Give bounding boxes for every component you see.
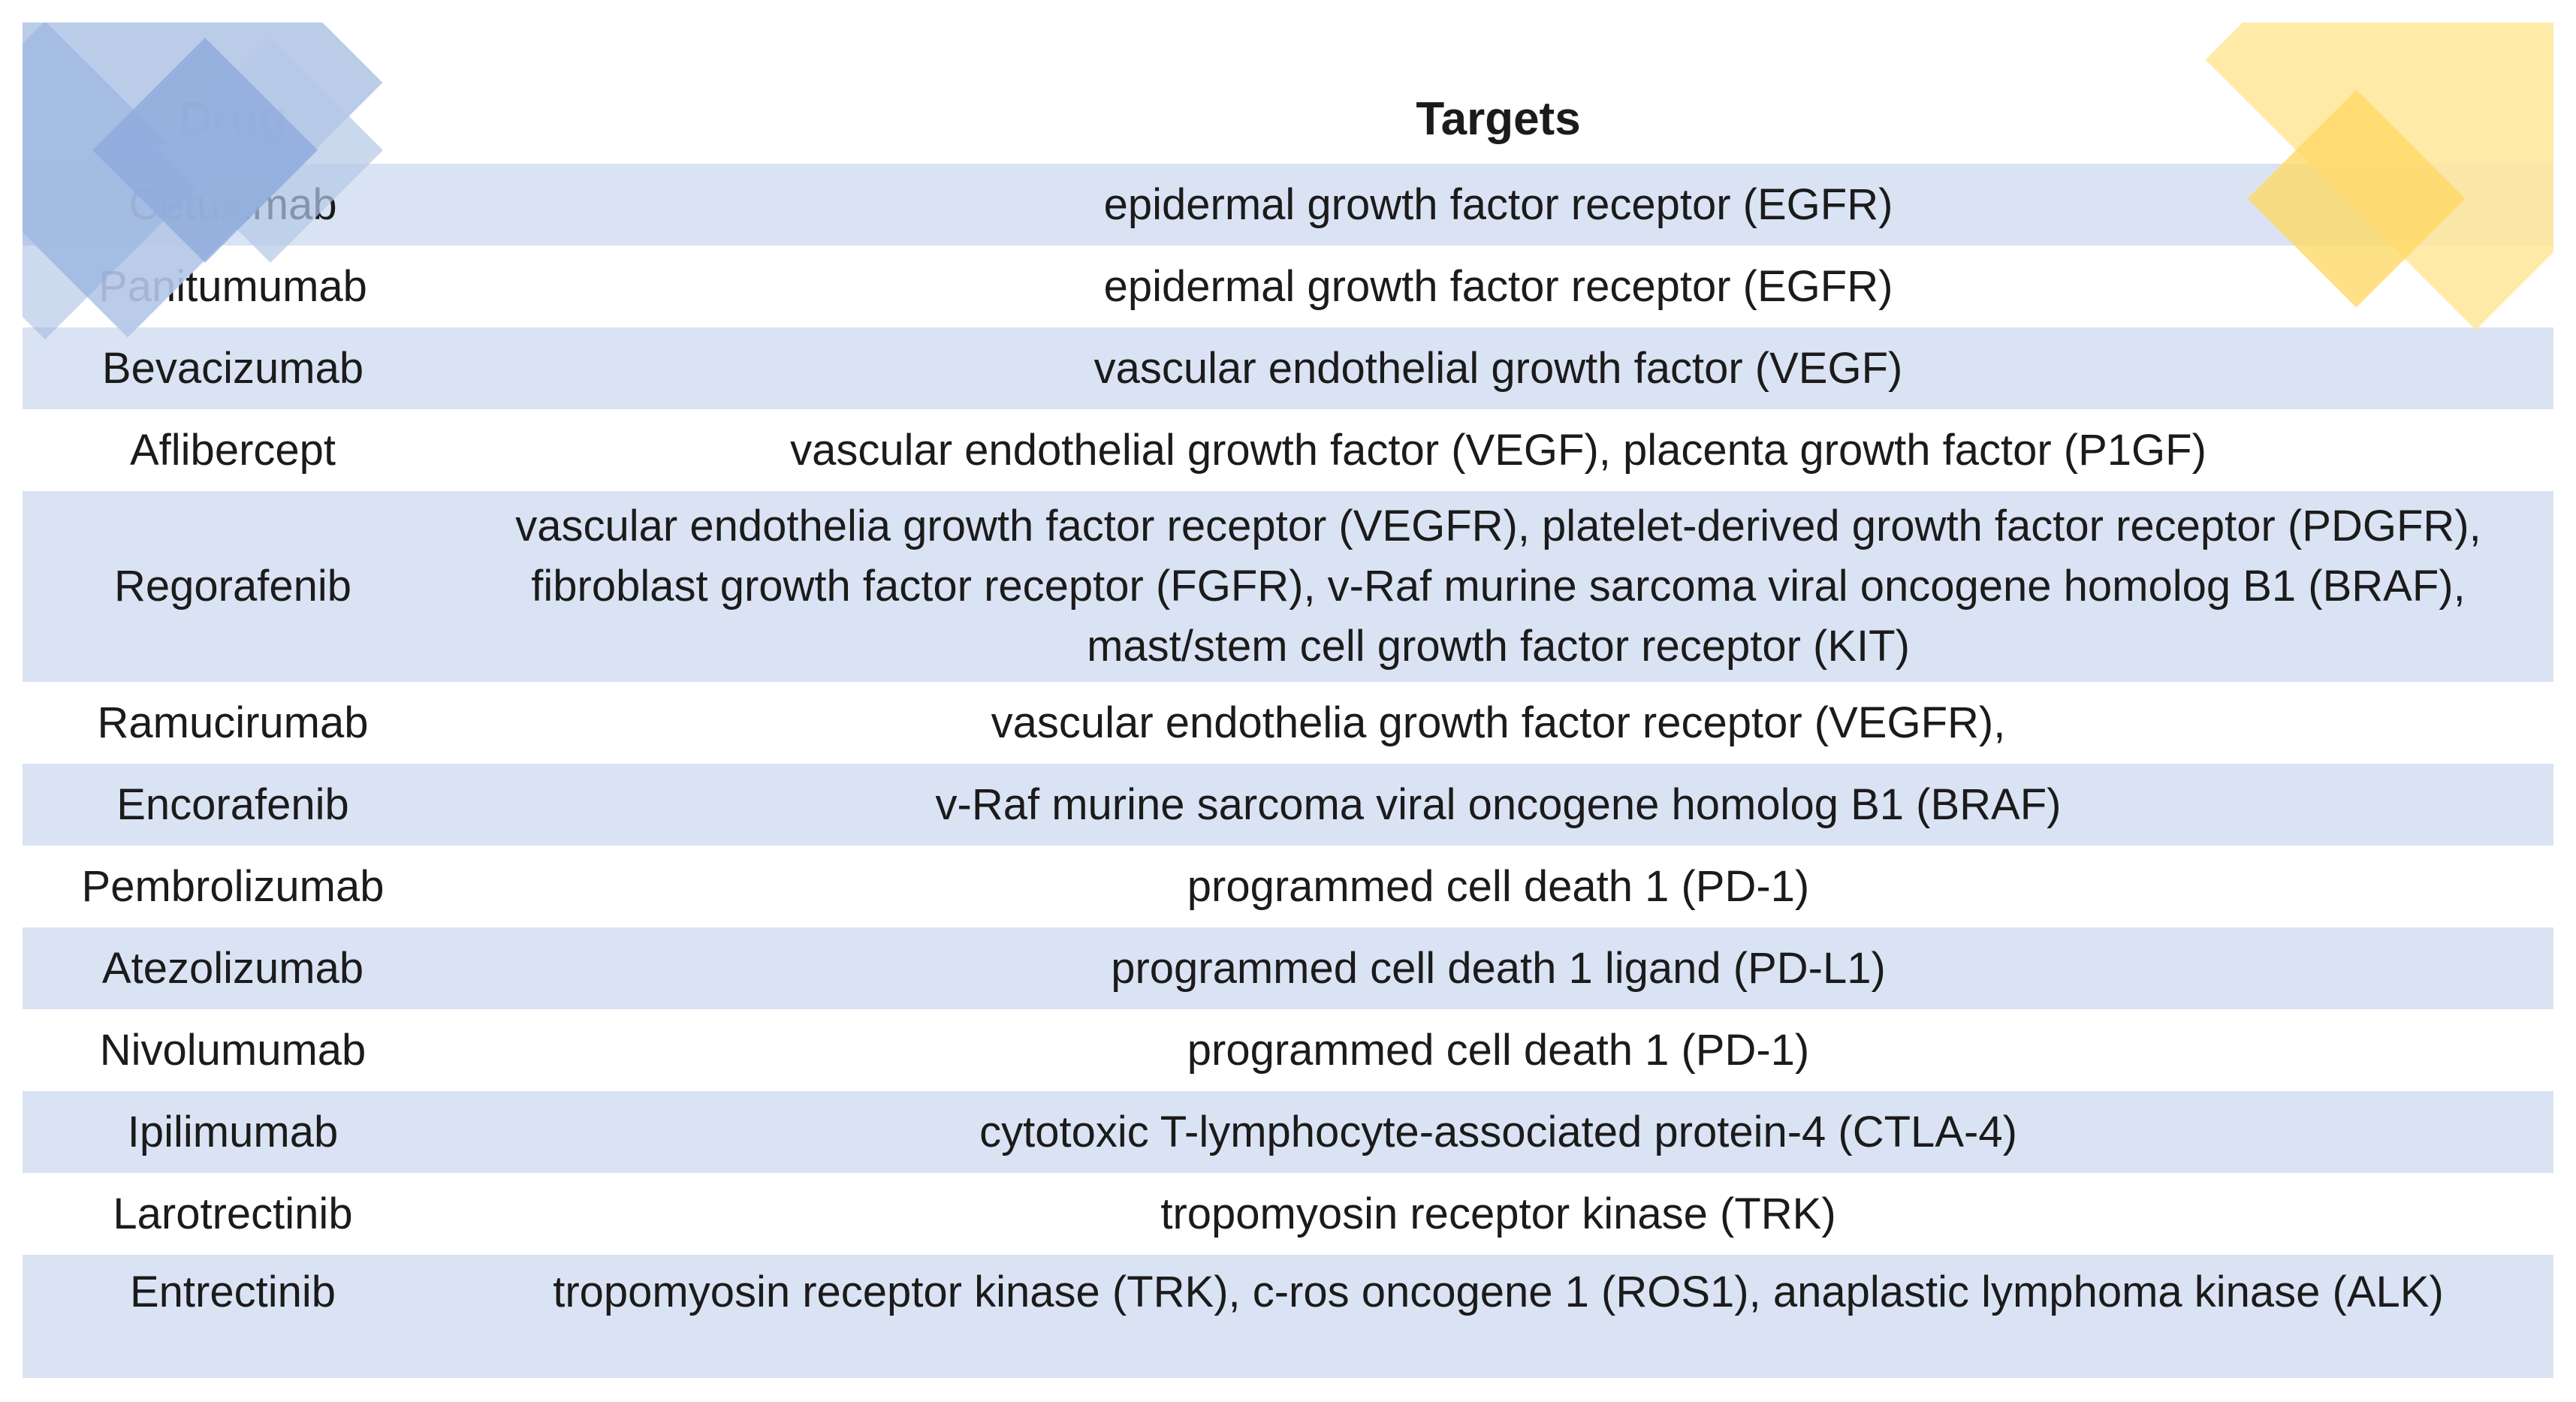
targets-cell: cytotoxic T-lymphocyte-associated protei…: [443, 1091, 2553, 1173]
targets-text: tropomyosin receptor kinase (TRK), c-ros…: [553, 1268, 2444, 1316]
column-header-targets-label: Targets: [1416, 93, 1581, 145]
drug-name: Cetuximab: [128, 179, 337, 229]
targets-text: programmed cell death 1 ligand (PD-L1): [1111, 943, 1886, 993]
drug-cell: Bevacizumab: [23, 327, 443, 409]
targets-text: cytotoxic T-lymphocyte-associated protei…: [979, 1107, 2017, 1156]
table-row-panitumumab: Panitumumab epidermal growth factor rece…: [23, 246, 2553, 327]
drug-cell: Ipilimumab: [23, 1091, 443, 1173]
drug-name: Regorafenib: [114, 562, 351, 611]
targets-cell: epidermal growth factor receptor (EGFR): [443, 246, 2553, 327]
table-row-aflibercept: Aflibercept vascular endothelial growth …: [23, 409, 2553, 491]
drug-name: Encorafenib: [116, 779, 349, 829]
targets-text: vascular endothelia growth factor recept…: [991, 698, 2006, 747]
drug-name: Bevacizumab: [101, 343, 364, 393]
table-row-ramucirumab: Ramucirumab vascular endothelia growth f…: [23, 682, 2553, 764]
drug-cell: Entrectinib: [23, 1255, 443, 1385]
targets-text: epidermal growth factor receptor (EGFR): [1103, 261, 1893, 311]
targets-cell: programmed cell death 1 (PD-1): [443, 1009, 2553, 1091]
targets-text: vascular endothelial growth factor (VEGF…: [790, 425, 2206, 475]
drug-name: Ipilimumab: [127, 1107, 339, 1156]
table-row-cetuximab: Cetuximab epidermal growth factor recept…: [23, 164, 2553, 246]
targets-cell: vascular endothelia growth factor recept…: [443, 682, 2553, 764]
drug-targets-table: Drug Targets Cetuximab epidermal growth …: [23, 75, 2553, 1378]
targets-cell: vascular endothelial growth factor (VEGF…: [443, 409, 2553, 491]
drug-name: Ramucirumab: [97, 698, 369, 747]
table-row-atezolizumab: Atezolizumab programmed cell death 1 lig…: [23, 927, 2553, 1009]
targets-text: vascular endothelial growth factor (VEGF…: [1093, 343, 1903, 393]
table-row-ipilimumab: Ipilimumab cytotoxic T-lymphocyte-associ…: [23, 1091, 2553, 1173]
targets-cell: programmed cell death 1 ligand (PD-L1): [443, 927, 2553, 1009]
drug-name: Larotrectinib: [113, 1189, 353, 1238]
table-row-nivolumumab: Nivolumumab programmed cell death 1 (PD-…: [23, 1009, 2553, 1091]
table-row-encorafenib: Encorafenib v-Raf murine sarcoma viral o…: [23, 764, 2553, 846]
column-header-drug-label: Drug: [178, 93, 288, 145]
targets-text: epidermal growth factor receptor (EGFR): [1103, 179, 1893, 229]
drug-name: Nivolumumab: [99, 1025, 366, 1075]
targets-cell: programmed cell death 1 (PD-1): [443, 846, 2553, 927]
drug-cell: Nivolumumab: [23, 1009, 443, 1091]
targets-text: tropomyosin receptor kinase (TRK): [1160, 1189, 1836, 1238]
drug-cell: Cetuximab: [23, 164, 443, 246]
targets-cell: tropomyosin receptor kinase (TRK), c-ros…: [443, 1255, 2553, 1385]
targets-text: programmed cell death 1 (PD-1): [1187, 861, 1810, 911]
table-row-entrectinib: Entrectinib tropomyosin receptor kinase …: [23, 1255, 2553, 1378]
targets-cell: tropomyosin receptor kinase (TRK): [443, 1173, 2553, 1255]
drug-cell: Regorafenib: [23, 491, 443, 682]
drug-cell: Panitumumab: [23, 246, 443, 327]
table-row-larotrectinib: Larotrectinib tropomyosin receptor kinas…: [23, 1173, 2553, 1255]
targets-text: vascular endothelia growth factor recept…: [515, 502, 2481, 671]
drug-cell: Ramucirumab: [23, 682, 443, 764]
drug-cell: Aflibercept: [23, 409, 443, 491]
drug-name: Aflibercept: [129, 425, 336, 475]
drug-cell: Atezolizumab: [23, 927, 443, 1009]
column-header-targets: Targets: [443, 75, 2553, 164]
targets-cell: epidermal growth factor receptor (EGFR): [443, 164, 2553, 246]
drug-cell: Larotrectinib: [23, 1173, 443, 1255]
drug-cell: Pembrolizumab: [23, 846, 443, 927]
targets-cell: v-Raf murine sarcoma viral oncogene homo…: [443, 764, 2553, 846]
targets-cell: vascular endothelia growth factor recept…: [443, 491, 2553, 682]
drug-name: Entrectinib: [129, 1268, 336, 1316]
column-header-drug: Drug: [23, 75, 443, 164]
table-row-bevacizumab: Bevacizumab vascular endothelial growth …: [23, 327, 2553, 409]
table-row-regorafenib: Regorafenib vascular endothelia growth f…: [23, 491, 2553, 682]
drug-name: Atezolizumab: [101, 943, 364, 993]
table-row-pembrolizumab: Pembrolizumab programmed cell death 1 (P…: [23, 846, 2553, 927]
drug-name: Panitumumab: [98, 261, 367, 311]
targets-text: programmed cell death 1 (PD-1): [1187, 1025, 1810, 1075]
drug-name: Pembrolizumab: [81, 861, 385, 911]
targets-cell: vascular endothelial growth factor (VEGF…: [443, 327, 2553, 409]
drug-cell: Encorafenib: [23, 764, 443, 846]
targets-text: v-Raf murine sarcoma viral oncogene homo…: [935, 779, 2062, 829]
table-header-row: Drug Targets: [23, 75, 2553, 164]
